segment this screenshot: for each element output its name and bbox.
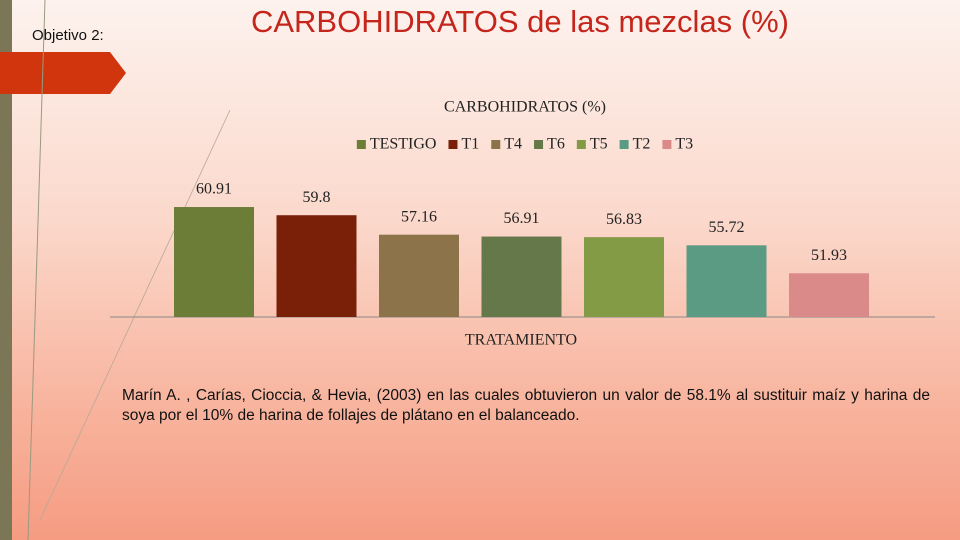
legend-swatch	[448, 140, 458, 149]
bar	[174, 207, 254, 317]
chart-title: CARBOHIDRATOS (%)	[444, 99, 606, 116]
bar	[379, 234, 459, 317]
data-label: 55.72	[709, 219, 745, 236]
data-label: 57.16	[401, 208, 437, 225]
legend-label: TESTIGO	[370, 136, 437, 153]
legend-label: T2	[633, 136, 651, 153]
data-label: 51.93	[811, 247, 847, 264]
x-tick-label: TRATAMIENTO	[465, 332, 577, 349]
slide-title: CARBOHIDRATOS de las mezclas (%)	[250, 4, 790, 39]
deco-line	[27, 0, 46, 540]
bar	[276, 215, 357, 317]
paragraph: Marín A. , Carías, Cioccia, & Hevia, (20…	[122, 387, 930, 424]
legend-swatch	[534, 140, 544, 149]
legend-swatch	[356, 140, 366, 149]
bar	[789, 273, 869, 317]
legend-swatch	[491, 140, 501, 149]
side-strip	[0, 0, 12, 540]
data-label: 56.91	[504, 210, 540, 227]
legend-label: T6	[547, 136, 565, 153]
bar	[686, 245, 767, 317]
legend-label: T1	[461, 136, 479, 153]
legend-label: T4	[504, 136, 522, 153]
bar	[584, 237, 664, 317]
data-label: 59.8	[303, 189, 331, 206]
data-label: 56.83	[606, 211, 642, 228]
slide-label: Objetivo 2:	[32, 27, 104, 44]
side-tab	[0, 52, 126, 94]
legend-label: T3	[675, 136, 693, 153]
legend-swatch	[576, 140, 586, 149]
legend-label: T5	[590, 136, 608, 153]
bar	[481, 236, 562, 317]
legend-swatch	[662, 140, 672, 149]
deco-line	[39, 109, 231, 521]
legend-swatch	[619, 140, 629, 149]
data-label: 60.91	[196, 181, 232, 198]
